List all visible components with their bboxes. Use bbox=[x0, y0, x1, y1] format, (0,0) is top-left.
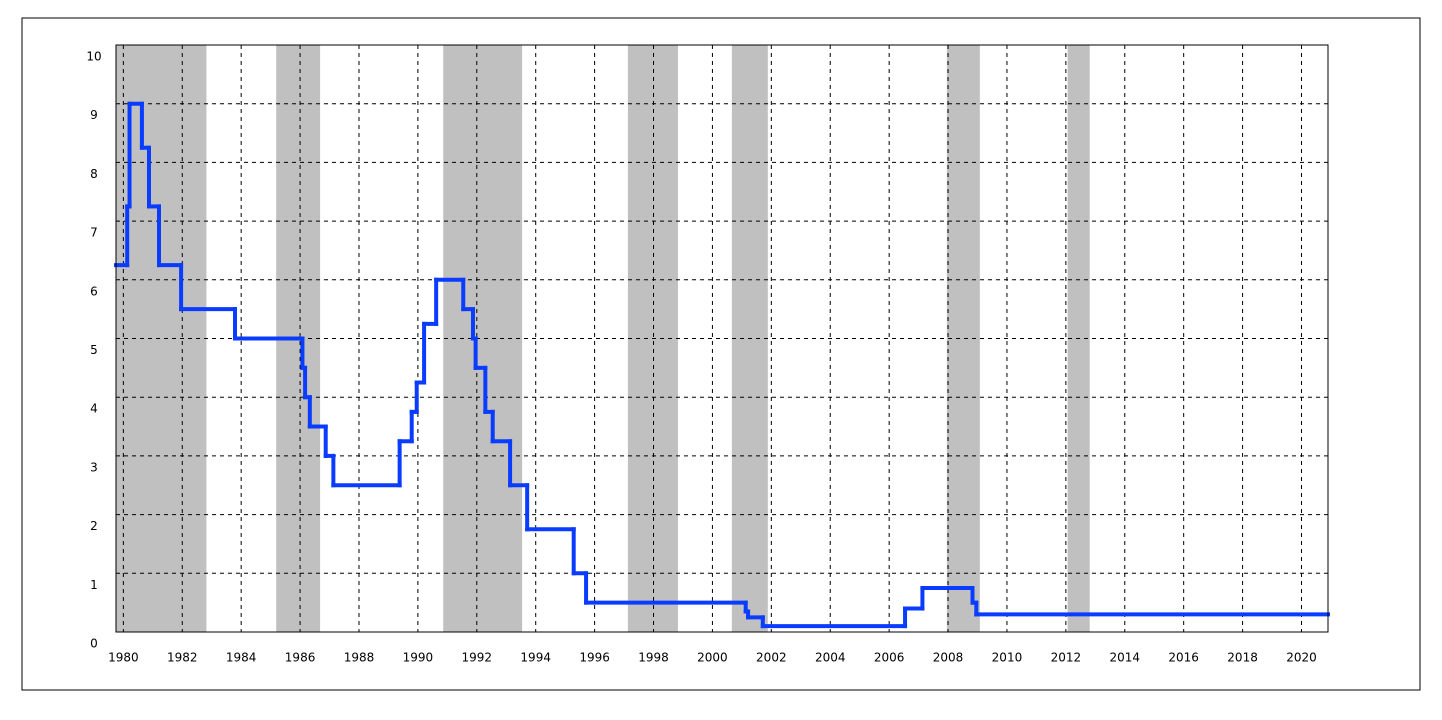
chart-frame bbox=[21, 17, 1421, 691]
series bbox=[114, 101, 1330, 629]
grid bbox=[116, 44, 1328, 633]
x-tick-label: 1988 bbox=[344, 651, 375, 665]
x-tick-label: 2018 bbox=[1227, 651, 1258, 665]
y-tick-label: 5 bbox=[90, 343, 98, 357]
y-tick-label: 8 bbox=[90, 167, 98, 181]
x-tick-label: 1996 bbox=[579, 651, 610, 665]
y-tick-label: 6 bbox=[90, 284, 98, 298]
plot-frame bbox=[115, 44, 1329, 633]
x-tick-label: 1980 bbox=[108, 651, 139, 665]
y-tick-label: 4 bbox=[90, 402, 98, 416]
x-tick-label: 1982 bbox=[167, 651, 198, 665]
x-tick-label: 2014 bbox=[1109, 651, 1140, 665]
x-tick-label: 1986 bbox=[285, 651, 316, 665]
x-tick-label: 2006 bbox=[874, 651, 905, 665]
x-tick-label: 1990 bbox=[403, 651, 434, 665]
y-tick-label: 7 bbox=[90, 226, 98, 240]
x-tick-label: 2008 bbox=[933, 651, 964, 665]
y-tick-label: 10 bbox=[86, 50, 101, 64]
y-tick-label: 3 bbox=[90, 460, 98, 474]
x-tick-label: 2002 bbox=[756, 651, 787, 665]
x-tick-label: 2020 bbox=[1286, 651, 1317, 665]
x-tick-label: 2000 bbox=[697, 651, 728, 665]
y-tick-label: 2 bbox=[90, 519, 98, 533]
x-tick-label: 1984 bbox=[226, 651, 257, 665]
x-tick-label: 2010 bbox=[992, 651, 1023, 665]
x-tick-label: 2016 bbox=[1168, 651, 1199, 665]
x-tick-label: 1992 bbox=[462, 651, 493, 665]
y-tick-label: 9 bbox=[90, 108, 98, 122]
x-tick-label: 2004 bbox=[815, 651, 846, 665]
tick-labels: 0 1 2 3 4 5 6 7 8 9 10 1980 1982 1984 1986 1988 1990 1992… bbox=[86, 50, 1316, 665]
y-tick-label: 1 bbox=[90, 578, 98, 592]
x-tick-label: 2012 bbox=[1051, 651, 1082, 665]
x-tick-label: 1994 bbox=[520, 651, 551, 665]
x-tick-label: 1998 bbox=[638, 651, 669, 665]
y-tick-label: 0 bbox=[90, 637, 98, 651]
